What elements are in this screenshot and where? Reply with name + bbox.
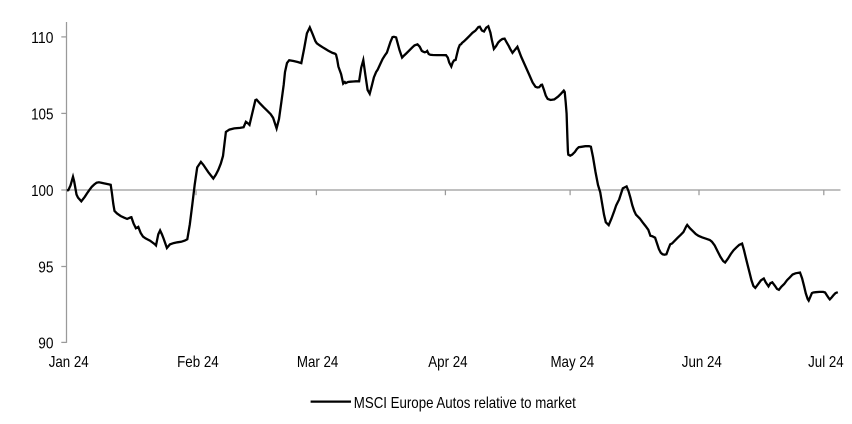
svg-text:95: 95 [38, 259, 53, 276]
svg-text:Apr 24: Apr 24 [428, 354, 467, 371]
svg-text:May 24: May 24 [550, 354, 594, 371]
svg-text:Jan 24: Jan 24 [49, 354, 89, 371]
svg-text:MSCI Europe Autos relative to: MSCI Europe Autos relative to market [354, 395, 576, 412]
svg-text:105: 105 [31, 106, 53, 123]
svg-text:Jun 24: Jun 24 [682, 354, 722, 371]
svg-text:Jul 24: Jul 24 [808, 354, 844, 371]
svg-text:100: 100 [31, 183, 53, 200]
svg-text:Feb 24: Feb 24 [177, 354, 219, 371]
svg-text:110: 110 [31, 30, 53, 47]
svg-text:Mar 24: Mar 24 [297, 354, 339, 371]
svg-text:90: 90 [38, 335, 53, 352]
